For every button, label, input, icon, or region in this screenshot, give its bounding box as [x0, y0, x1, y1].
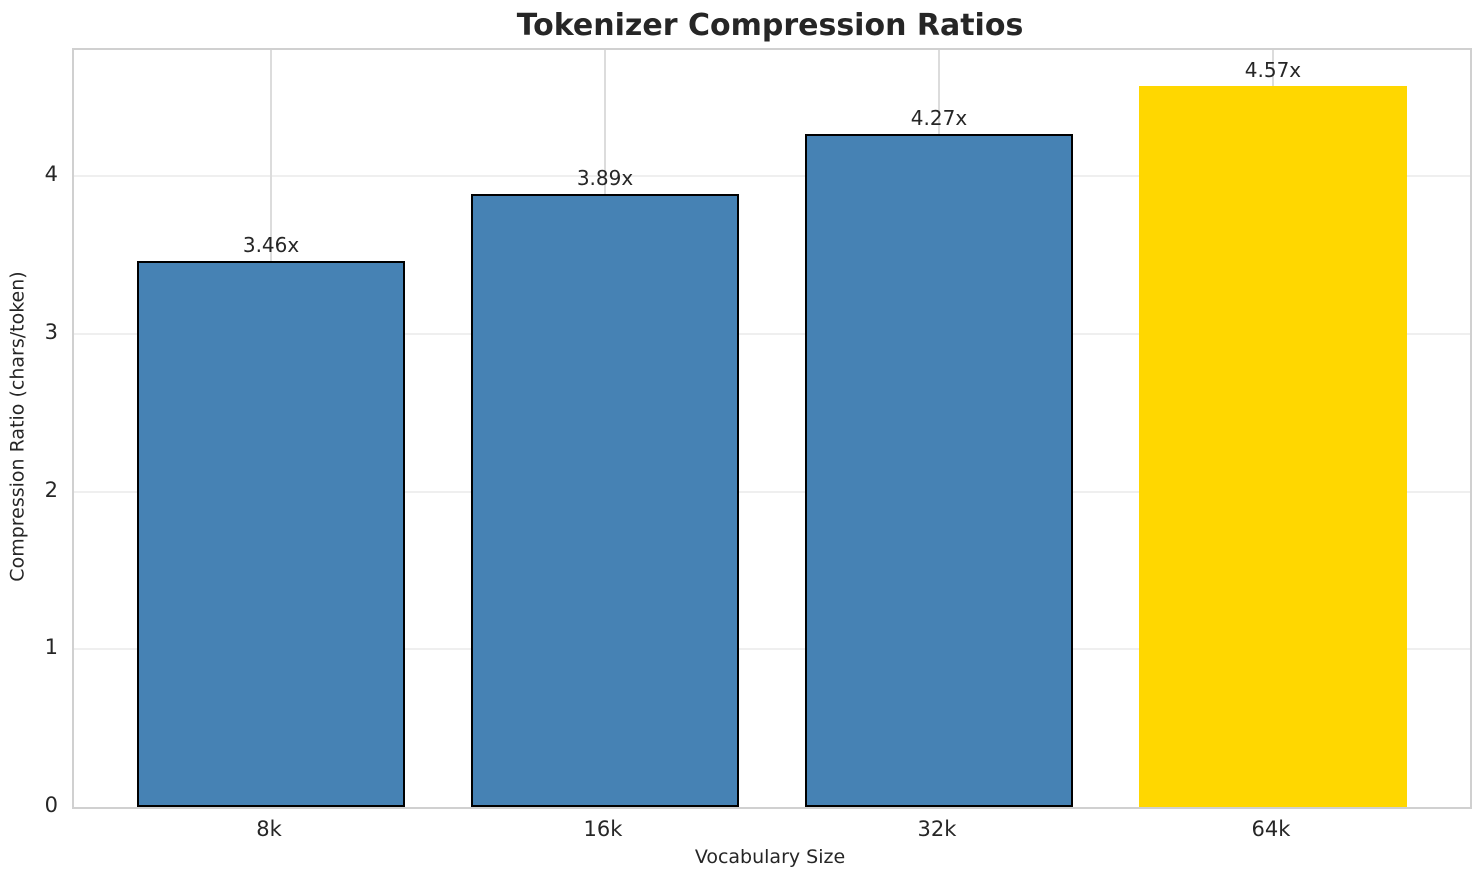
bar-value-label: 3.89x: [576, 165, 634, 190]
x-tick-label-8k: 8k: [256, 817, 282, 841]
y-tick-label: 2: [44, 477, 58, 502]
x-tick-label-16k: 16k: [583, 817, 623, 841]
y-tick-label: 1: [44, 635, 58, 660]
bar-32k: [805, 133, 1073, 807]
x-tick-label-64k: 64k: [1251, 817, 1291, 841]
horizontal-gridline: [74, 175, 1470, 178]
horizontal-gridline: [74, 490, 1470, 493]
bar-16k: [471, 193, 739, 807]
bar-value-label: 4.27x: [910, 105, 968, 130]
bar-64k: [1139, 86, 1407, 807]
chart-title: Tokenizer Compression Ratios: [516, 8, 1024, 43]
horizontal-gridline: [74, 332, 1470, 335]
y-axis-label: Compression Ratio (chars/token): [6, 271, 29, 582]
x-tick-label-32k: 32k: [917, 817, 957, 841]
horizontal-gridline: [74, 648, 1470, 651]
bar-value-label: 3.46x: [242, 233, 300, 258]
bar-8k: [137, 261, 405, 807]
y-tick-label: 4: [44, 162, 58, 187]
plot-area: 3.46x 3.89x 4.27x 4.57x: [72, 48, 1472, 809]
x-axis-label: Vocabulary Size: [694, 846, 846, 868]
bar-value-label: 4.57x: [1244, 58, 1302, 83]
y-tick-label: 3: [44, 319, 58, 344]
y-tick-label: 0: [44, 793, 58, 817]
